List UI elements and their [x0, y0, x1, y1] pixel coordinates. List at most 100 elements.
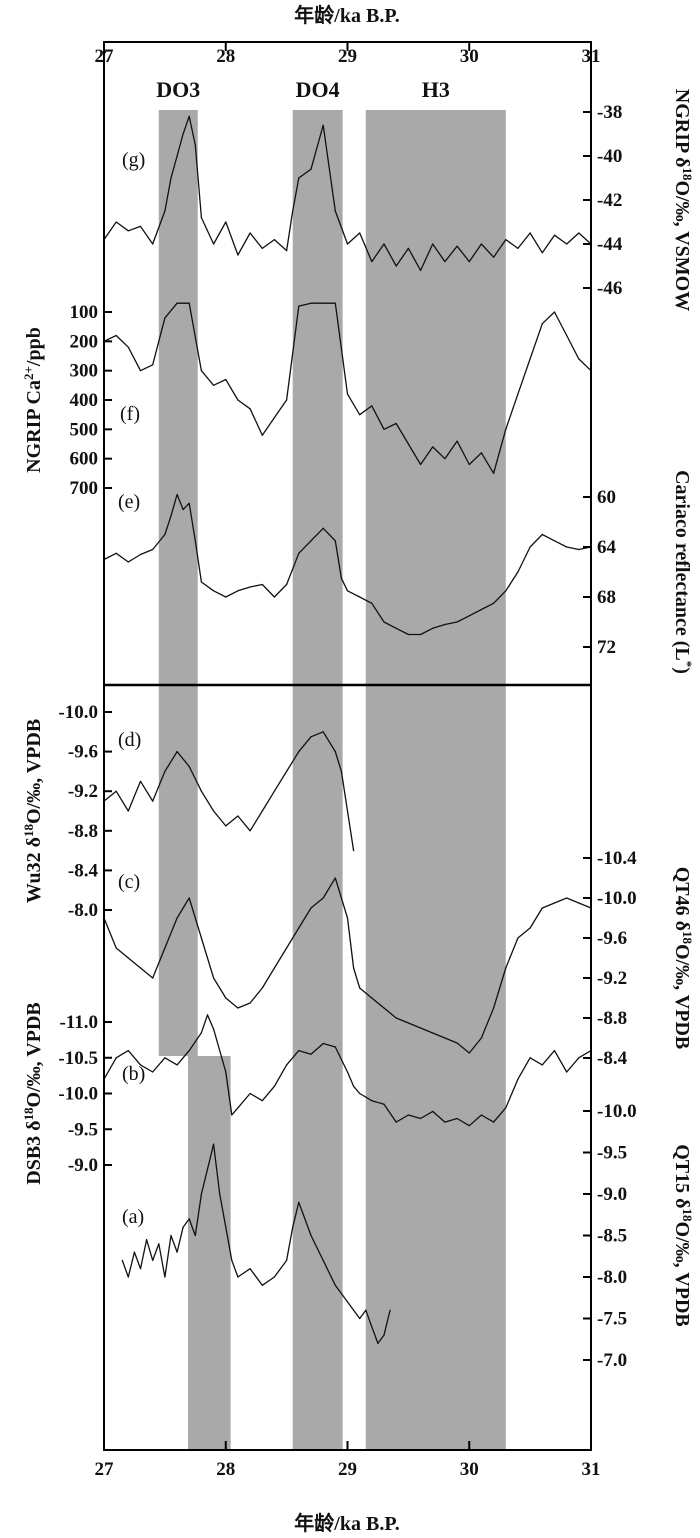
data-point-e-16: [261, 583, 263, 586]
data-point-c-27: [419, 1027, 422, 1029]
data-point-b-26: [383, 1103, 385, 1105]
data-point-c-38: [553, 902, 556, 904]
band-h3: [365, 110, 506, 1450]
data-point-c-1: [115, 947, 117, 949]
data-point-a-6: [158, 1243, 160, 1245]
data-series: [103, 115, 592, 1345]
data-point-d-20: [340, 770, 343, 773]
y-tick-label-f-2: 300: [70, 361, 99, 382]
x-tick-label-bottom-27: 27: [95, 1459, 115, 1480]
data-point-e-41: [553, 540, 556, 542]
y-tick-label-f-0: 100: [70, 302, 99, 323]
data-point-f-13: [261, 434, 263, 436]
data-point-c-21: [352, 967, 355, 969]
panel-tag-f: (f): [120, 403, 140, 425]
band-label-do4: DO4: [296, 77, 340, 102]
data-point-b-28: [407, 1114, 409, 1116]
data-point-d-1: [115, 790, 117, 792]
y-axis-title-sup-e: *: [681, 661, 696, 668]
data-point-c-24: [383, 1007, 385, 1009]
data-point-f-30: [468, 463, 470, 466]
data-point-g-5: [164, 210, 166, 212]
data-point-a-2: [133, 1251, 136, 1253]
y-axis-title-a: QT15 δ18O/‰, VPDB: [671, 1144, 696, 1326]
band-label-do3: DO3: [156, 77, 200, 102]
y-axes: -38 -40 -42 -44 -46 100 200 300 400 500 600 700 60 64…: [58, 102, 637, 1371]
data-point-c-32: [480, 1037, 483, 1039]
y-tick-label-d-1: -9.6: [68, 742, 98, 763]
data-point-c-2: [127, 957, 129, 959]
data-point-d-7: [188, 765, 190, 768]
data-point-d-16: [298, 751, 300, 753]
series-line-c: [103, 877, 592, 1054]
data-point-a-9: [176, 1251, 178, 1253]
y-tick-label-c-2: -9.6: [597, 928, 627, 949]
data-point-c-15: [286, 947, 288, 949]
data-point-b-20: [322, 1042, 324, 1045]
data-point-a-36: [389, 1309, 391, 1311]
data-point-b-24: [359, 1092, 361, 1095]
data-point-b-13: [237, 1107, 239, 1109]
y-axis-title-sup-d: 18: [21, 824, 36, 838]
y-tick-label-d-5: -8.0: [68, 900, 98, 921]
data-point-b-2: [127, 1050, 129, 1052]
data-point-d-14: [273, 790, 276, 792]
y-tick-label-a-0: -10.0: [597, 1101, 637, 1122]
data-point-e-4: [152, 548, 154, 551]
data-point-f-26: [419, 463, 422, 466]
x-axes: 27 27 28 28 29 29 30 30 31 31: [95, 42, 601, 1480]
data-point-d-22: [352, 850, 355, 852]
panel-tag-d: (d): [118, 729, 141, 751]
data-point-b-6: [176, 1064, 178, 1066]
data-point-a-25: [298, 1201, 300, 1203]
data-point-f-5: [164, 317, 166, 319]
data-point-a-17: [225, 1226, 227, 1228]
data-point-g-24: [346, 243, 349, 245]
data-point-b-30: [432, 1110, 434, 1112]
y-tick-label-f-4: 500: [70, 419, 99, 440]
y-tick-label-c-0: -10.4: [597, 848, 637, 869]
data-point-a-21: [261, 1284, 263, 1286]
series-line-b: [103, 1014, 592, 1127]
x-tick-label-top-28: 28: [216, 46, 235, 67]
data-point-c-16: [298, 927, 300, 929]
data-point-a-18: [231, 1259, 233, 1261]
data-point-c-22: [359, 987, 361, 989]
data-point-b-12: [231, 1114, 233, 1116]
data-point-e-19: [298, 552, 300, 554]
data-point-g-9: [188, 115, 190, 117]
data-point-g-34: [468, 261, 470, 263]
annotations: DO3 DO4 H3(g) NGRIP δ18O/‰, VSMOW(f)NGRIP C…: [21, 77, 696, 1327]
data-point-g-29: [407, 247, 409, 249]
y-tick-label-a-1: -9.5: [597, 1143, 627, 1164]
y-axis-title-sup-a: 18: [681, 1209, 696, 1223]
data-point-a-8: [170, 1234, 172, 1237]
y-axis-title-post-b: O/‰, VPDB: [23, 1002, 45, 1107]
data-point-c-40: [578, 902, 580, 904]
data-point-f-32: [493, 472, 495, 474]
data-point-c-34: [505, 967, 507, 969]
data-point-f-7: [188, 302, 190, 304]
y-tick-label-a-3: -8.5: [597, 1226, 627, 1247]
data-point-g-17: [273, 239, 276, 241]
data-point-b-31: [444, 1121, 446, 1123]
data-point-b-1: [115, 1057, 117, 1059]
y-axis-title-f: NGRIP Ca2+/ppb: [21, 327, 46, 473]
y-axis-title-e: Cariaco reflectance (L*): [671, 470, 696, 674]
data-point-b-21: [334, 1046, 336, 1048]
data-point-d-17: [310, 736, 312, 738]
data-point-b-38: [529, 1057, 531, 1059]
data-point-e-43: [578, 548, 580, 551]
data-point-g-14: [237, 254, 239, 256]
panel-tag-g: (g): [122, 149, 145, 171]
data-point-a-28: [322, 1259, 324, 1261]
data-point-e-26: [371, 602, 373, 604]
y-tick-label-c-1: -10.0: [597, 888, 637, 909]
data-point-f-17: [310, 302, 312, 304]
data-point-e-29: [407, 633, 409, 636]
data-point-g-21: [310, 168, 312, 170]
band-do4: [292, 110, 343, 1450]
y-tick-label-c-3: -9.2: [597, 968, 627, 989]
y-axis-title-sup-b: 18: [21, 1107, 36, 1121]
